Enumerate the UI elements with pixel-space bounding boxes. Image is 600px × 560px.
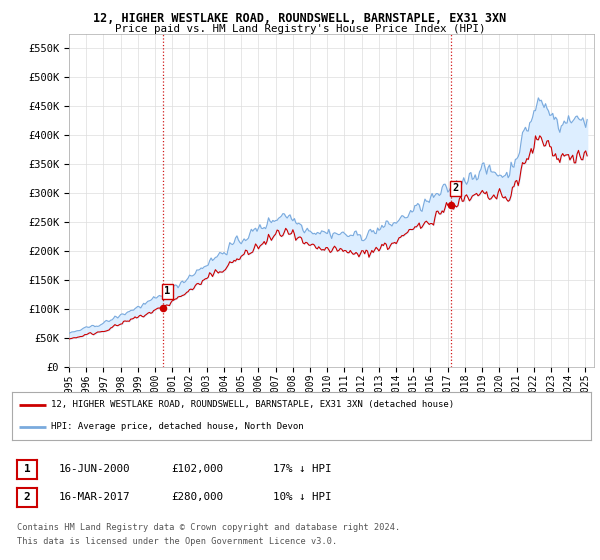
Text: 2: 2 [452, 183, 459, 193]
Text: HPI: Average price, detached house, North Devon: HPI: Average price, detached house, Nort… [52, 422, 304, 431]
Text: 16-JUN-2000: 16-JUN-2000 [59, 464, 130, 474]
Point [446, 200, 456, 209]
Text: 17% ↓ HPI: 17% ↓ HPI [273, 464, 331, 474]
Point [158, 303, 168, 312]
Text: £102,000: £102,000 [171, 464, 223, 474]
Text: 10% ↓ HPI: 10% ↓ HPI [273, 492, 331, 502]
Text: 12, HIGHER WESTLAKE ROAD, ROUNDSWELL, BARNSTAPLE, EX31 3XN (detached house): 12, HIGHER WESTLAKE ROAD, ROUNDSWELL, BA… [52, 400, 454, 409]
Text: 1: 1 [23, 464, 31, 474]
Text: This data is licensed under the Open Government Licence v3.0.: This data is licensed under the Open Gov… [17, 537, 337, 546]
Text: 16-MAR-2017: 16-MAR-2017 [59, 492, 130, 502]
Text: 2: 2 [23, 492, 31, 502]
Text: Price paid vs. HM Land Registry's House Price Index (HPI): Price paid vs. HM Land Registry's House … [115, 24, 485, 34]
Text: £280,000: £280,000 [171, 492, 223, 502]
Text: Contains HM Land Registry data © Crown copyright and database right 2024.: Contains HM Land Registry data © Crown c… [17, 523, 400, 532]
Text: 1: 1 [164, 287, 170, 296]
Text: 12, HIGHER WESTLAKE ROAD, ROUNDSWELL, BARNSTAPLE, EX31 3XN: 12, HIGHER WESTLAKE ROAD, ROUNDSWELL, BA… [94, 12, 506, 25]
